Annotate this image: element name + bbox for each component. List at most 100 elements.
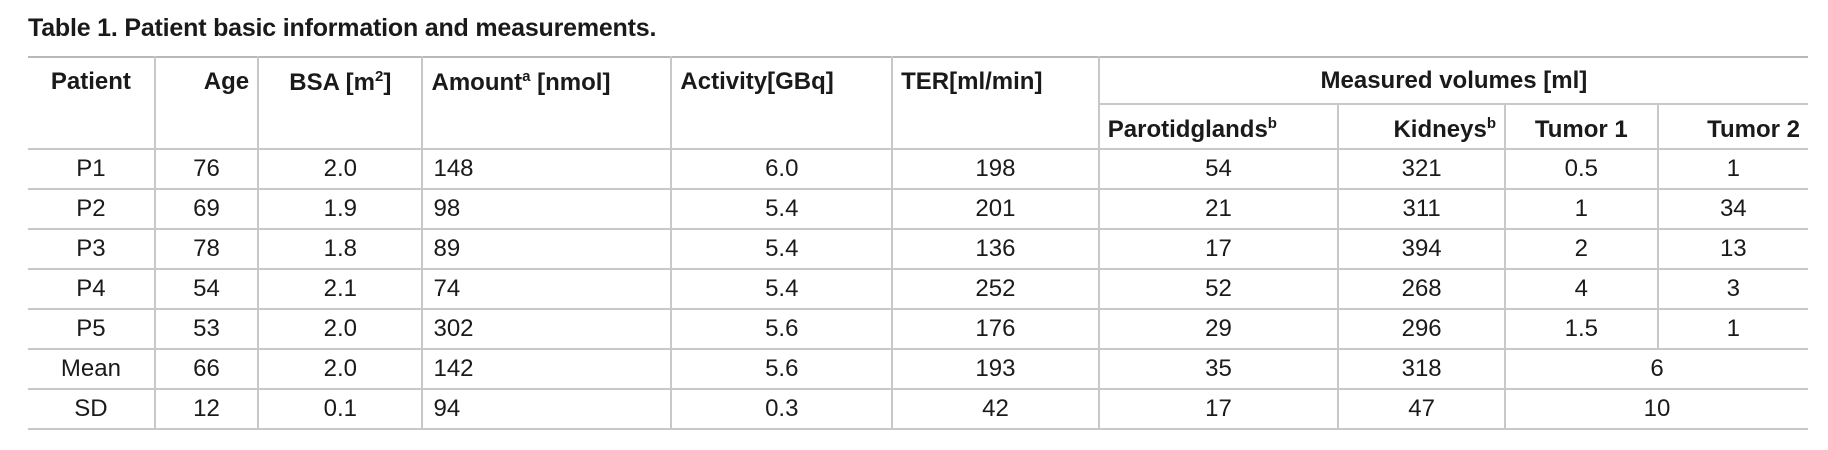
cell-tumor1: 1.5 (1505, 309, 1659, 350)
cell-ter: 201 (892, 189, 1100, 230)
header-parotid-sup: b (1267, 115, 1277, 133)
cell-tumor1: 1 (1505, 189, 1659, 230)
cell-amount: 94 (422, 389, 673, 430)
cell-patient: P3 (28, 229, 156, 270)
header-parotid-label: Parotidglands (1107, 116, 1268, 144)
cell-activity: 5.4 (671, 229, 894, 270)
cell-ter: 136 (892, 229, 1100, 270)
header-ter: TER[ml/min] (892, 56, 1100, 150)
header-bsa-end: ] (383, 69, 392, 96)
cell-bsa: 2.1 (258, 269, 424, 310)
cell-kidneys: 394 (1338, 229, 1506, 270)
cell-parotid: 54 (1098, 149, 1340, 190)
cell-ter: 176 (892, 309, 1100, 350)
cell-tumor2: 13 (1657, 229, 1808, 270)
header-amount: Amounta [nmol] (422, 56, 673, 150)
cell-activity: 5.6 (671, 309, 894, 350)
cell-activity: 5.4 (671, 189, 894, 230)
cell-tumor2: 3 (1657, 269, 1808, 310)
cell-patient: P2 (28, 189, 156, 230)
cell-kidneys: 296 (1338, 309, 1506, 350)
cell-tumor1: 0.5 (1505, 149, 1659, 190)
table-caption: Table 1. Patient basic information and m… (28, 14, 657, 42)
cell-tumor2: 1 (1657, 309, 1808, 350)
subheader-row: Parotidglandsb Kidneysb Tumor 1 Tumor 2 (28, 104, 1808, 150)
cell-patient: P5 (28, 309, 156, 350)
cell-ter: 193 (892, 349, 1100, 390)
header-bsa: BSA [m2] (258, 56, 424, 150)
cell-amount: 98 (422, 189, 673, 230)
table-row: P4 54 2.1 74 5.4 252 52 268 4 3 (28, 269, 1808, 310)
cell-amount: 74 (422, 269, 673, 310)
cell-parotid: 29 (1098, 309, 1340, 350)
cell-kidneys: 321 (1338, 149, 1506, 190)
table-row: P5 53 2.0 302 5.6 176 29 296 1.5 1 (28, 309, 1808, 350)
cell-bsa: 2.0 (258, 309, 424, 350)
cell-bsa: 2.0 (258, 349, 424, 390)
cell-kidneys: 268 (1338, 269, 1506, 310)
header-amount-unit: [nmol] (530, 69, 611, 96)
cell-kidneys: 318 (1338, 349, 1506, 390)
cell-age: 69 (154, 189, 260, 230)
cell-age: 76 (154, 149, 260, 190)
cell-tumor2: 1 (1657, 149, 1808, 190)
cell-patient: SD (28, 389, 156, 430)
cell-activity: 0.3 (671, 389, 894, 430)
cell-age: 53 (154, 309, 260, 350)
cell-tumor1: 2 (1505, 229, 1659, 270)
cell-kidneys: 311 (1338, 189, 1506, 230)
table-row: P2 69 1.9 98 5.4 201 21 311 1 34 (28, 189, 1808, 230)
header-tumor1: Tumor 1 (1505, 104, 1659, 150)
header-row: Patient Age BSA [m2] Amounta [nmol] Acti… (28, 55, 1808, 150)
table-row: P1 76 2.0 148 6.0 198 54 321 0.5 1 (28, 149, 1808, 190)
cell-activity: 6.0 (671, 149, 894, 190)
header-activity: Activity[GBq] (671, 56, 894, 150)
cell-bsa: 0.1 (258, 389, 424, 430)
header-amount-label: Amount (431, 69, 523, 96)
cell-activity: 5.4 (671, 269, 894, 310)
cell-amount: 148 (422, 149, 673, 190)
cell-activity: 5.6 (671, 349, 894, 390)
cell-patient: Mean (28, 349, 156, 390)
header-bsa-sup: 2 (375, 68, 384, 85)
cell-kidneys: 47 (1338, 389, 1506, 430)
header-bsa-label: BSA [m (289, 69, 376, 96)
cell-ter: 198 (892, 149, 1100, 190)
cell-amount: 89 (422, 229, 673, 270)
cell-amount: 302 (422, 309, 673, 350)
cell-parotid: 35 (1098, 349, 1340, 390)
cell-age: 12 (154, 389, 260, 430)
cell-age: 78 (154, 229, 260, 270)
cell-patient: P1 (28, 149, 156, 190)
cell-amount: 142 (422, 349, 673, 390)
summary-row-sd: SD 12 0.1 94 0.3 42 17 47 10 (28, 389, 1808, 430)
cell-age: 54 (154, 269, 260, 310)
header-amount-sup: a (522, 68, 531, 85)
cell-ter: 42 (892, 389, 1100, 430)
cell-tumors-combined: 6 (1505, 349, 1808, 390)
header-kidneys-sup: b (1486, 115, 1496, 133)
patient-table: Patient Age BSA [m2] Amounta [nmol] Acti… (28, 55, 1808, 430)
cell-parotid: 52 (1098, 269, 1340, 310)
cell-tumor1: 4 (1505, 269, 1659, 310)
cell-parotid: 17 (1098, 229, 1340, 270)
cell-bsa: 1.8 (258, 229, 424, 270)
table-row: P3 78 1.8 89 5.4 136 17 394 2 13 (28, 229, 1808, 270)
header-tumor2: Tumor 2 (1657, 104, 1808, 150)
summary-row-mean: Mean 66 2.0 142 5.6 193 35 318 6 (28, 349, 1808, 390)
header-measured-volumes: Measured volumes [ml] (1098, 55, 1808, 106)
cell-bsa: 1.9 (258, 189, 424, 230)
cell-parotid: 17 (1098, 389, 1340, 430)
cell-bsa: 2.0 (258, 149, 424, 190)
header-patient: Patient (28, 56, 156, 150)
cell-parotid: 21 (1098, 189, 1340, 230)
cell-tumor2: 34 (1657, 189, 1808, 230)
header-kidneys: Kidneysb (1338, 104, 1506, 150)
header-parotid: Parotidglandsb (1098, 104, 1340, 150)
cell-ter: 252 (892, 269, 1100, 310)
header-age: Age (154, 56, 260, 150)
header-kidneys-label: Kidneys (1393, 116, 1487, 144)
cell-age: 66 (154, 349, 260, 390)
cell-tumors-combined: 10 (1505, 389, 1808, 430)
cell-patient: P4 (28, 269, 156, 310)
